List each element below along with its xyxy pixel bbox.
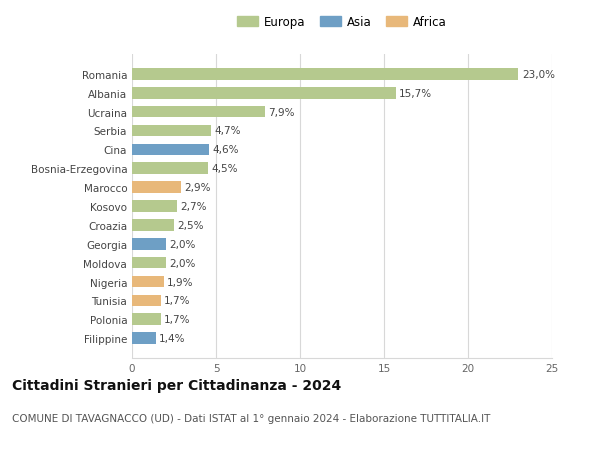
Bar [132, 163, 208, 175]
Bar [132, 88, 396, 99]
Bar [132, 219, 174, 231]
Text: 4,5%: 4,5% [211, 164, 238, 174]
Text: 15,7%: 15,7% [399, 89, 432, 99]
Text: 4,6%: 4,6% [212, 145, 239, 155]
Text: 1,7%: 1,7% [164, 314, 190, 325]
Bar [132, 201, 178, 213]
Text: 1,4%: 1,4% [159, 333, 185, 343]
Text: 23,0%: 23,0% [522, 70, 555, 80]
Text: Cittadini Stranieri per Cittadinanza - 2024: Cittadini Stranieri per Cittadinanza - 2… [12, 379, 341, 392]
Bar [132, 295, 161, 307]
Text: 2,0%: 2,0% [169, 239, 196, 249]
Bar [132, 106, 265, 118]
Text: 7,9%: 7,9% [268, 107, 295, 118]
Bar [132, 333, 155, 344]
Bar [132, 144, 209, 156]
Bar [132, 257, 166, 269]
Text: 4,7%: 4,7% [214, 126, 241, 136]
Bar [132, 314, 161, 325]
Text: 2,7%: 2,7% [181, 202, 207, 212]
Text: 1,7%: 1,7% [164, 296, 190, 306]
Text: 1,9%: 1,9% [167, 277, 194, 287]
Bar [132, 182, 181, 194]
Legend: Europa, Asia, Africa: Europa, Asia, Africa [233, 12, 451, 33]
Bar [132, 238, 166, 250]
Bar [132, 276, 164, 288]
Text: COMUNE DI TAVAGNACCO (UD) - Dati ISTAT al 1° gennaio 2024 - Elaborazione TUTTITA: COMUNE DI TAVAGNACCO (UD) - Dati ISTAT a… [12, 413, 490, 423]
Bar [132, 125, 211, 137]
Bar [132, 69, 518, 80]
Text: 2,5%: 2,5% [178, 220, 204, 230]
Text: 2,0%: 2,0% [169, 258, 196, 268]
Text: 2,9%: 2,9% [184, 183, 211, 193]
